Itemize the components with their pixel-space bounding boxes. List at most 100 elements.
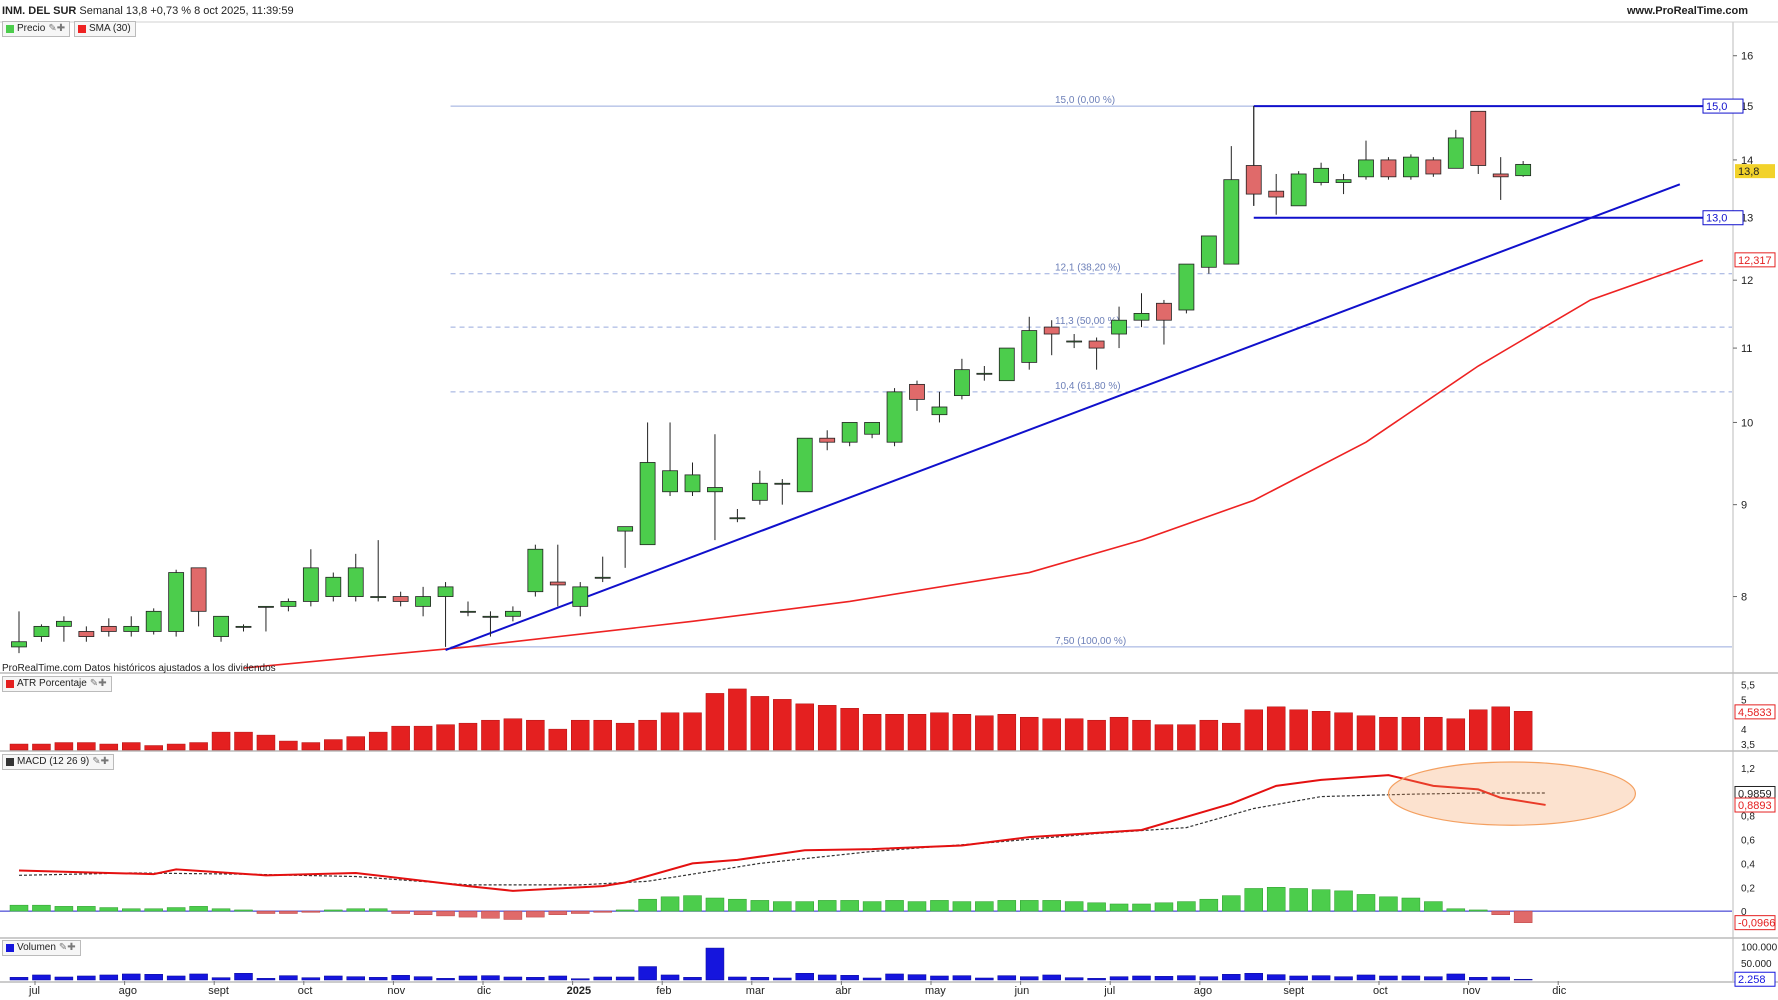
atr-bar (1132, 719, 1151, 751)
candle (954, 358, 970, 400)
volume-last-label: 2.258 (1738, 974, 1766, 986)
price-tick-label: 8 (1741, 592, 1747, 604)
volume-bar (1132, 975, 1151, 981)
legend-sma[interactable]: SMA (30) (74, 21, 136, 37)
volume-bar (548, 975, 568, 981)
candle (751, 470, 768, 505)
candle-body (796, 437, 813, 493)
atr-bar (1334, 712, 1353, 751)
legend-price[interactable]: Precio ✎✚ (2, 21, 71, 37)
price-tick-label: 9 (1741, 500, 1747, 512)
volume-bar (615, 976, 635, 981)
candle (1403, 154, 1419, 180)
atr-tick-label: 5 (1741, 695, 1747, 706)
candle-body (1178, 263, 1195, 311)
candle-body (33, 625, 50, 637)
atr-bar (324, 739, 343, 751)
volume-bar (750, 977, 770, 981)
macd-histogram-bar (1334, 890, 1353, 912)
price-tick-label: 10 (1741, 417, 1753, 429)
macd-hist-label-box (1734, 915, 1776, 931)
candle-body (280, 601, 297, 607)
price-tick-label: 13 (1741, 213, 1753, 225)
settings-icon[interactable]: ✎✚ (48, 23, 66, 34)
macd-histogram-bar (1469, 909, 1488, 912)
macd-signal-line (18, 792, 1546, 886)
price-tick-label: 16 (1741, 51, 1753, 63)
sma-last-label-box (1734, 252, 1776, 268)
macd-histogram-bar (324, 909, 343, 912)
atr-bar (975, 715, 994, 751)
volume-bar (77, 975, 96, 981)
candle-body (482, 615, 499, 618)
site-link[interactable]: www.ProRealTime.com (1626, 5, 1748, 17)
candle-body (864, 422, 880, 435)
candle (1380, 157, 1397, 180)
volume-bar (346, 976, 365, 981)
macd-histogram-bar (436, 910, 455, 917)
macd-histogram-bar (885, 900, 904, 912)
volume-bar (1064, 977, 1084, 981)
fib-level-label: 15,0 (0,00 %) (1055, 95, 1115, 106)
hline-15-label: 15,0 (1706, 101, 1727, 113)
macd-histogram-bar (1446, 908, 1466, 912)
legend-atr[interactable]: ATR Porcentaje ✎✚ (2, 676, 112, 692)
macd-histogram-bar (1289, 888, 1308, 912)
fib-level-label: 12,1 (38,20 %) (1055, 263, 1121, 274)
candle (504, 606, 521, 622)
volume-bar (1266, 974, 1286, 981)
volume-bar (1177, 975, 1196, 981)
volume-bar (234, 973, 253, 981)
atr-bar (885, 714, 904, 751)
volume-tick-label: 100.000 (1741, 942, 1778, 953)
volume-bar (728, 976, 747, 981)
candle (280, 598, 297, 612)
macd-histogram-bar (750, 900, 770, 912)
candle (796, 437, 813, 493)
atr-bar (256, 734, 276, 751)
macd-histogram-bar (615, 909, 635, 912)
settings-icon[interactable]: ✎✚ (58, 942, 76, 953)
macd-histogram-bar (593, 910, 612, 913)
macd-histogram-bar (952, 901, 972, 912)
x-axis-label: nov (1463, 985, 1481, 997)
macd-histogram-bar (1154, 902, 1174, 912)
atr-bar (952, 714, 972, 751)
candle-body (78, 631, 95, 637)
candle (1021, 316, 1038, 370)
volume-swatch (6, 944, 14, 952)
volume-bar (436, 978, 455, 981)
volume-bar (413, 976, 433, 981)
legend-macd[interactable]: MACD (12 26 9) ✎✚ (2, 754, 115, 770)
macd-histogram-bar (99, 907, 119, 912)
atr-bar (1513, 711, 1533, 751)
atr-bar (1087, 719, 1106, 751)
atr-bar (750, 696, 770, 751)
volume-bar (1087, 978, 1106, 981)
macd-histogram-bar (166, 907, 186, 912)
macd-signal-label: 0,9859 (1738, 788, 1772, 800)
volume-bar (1446, 973, 1466, 981)
candle (1156, 299, 1172, 345)
atr-bar (1042, 718, 1061, 751)
candle (1447, 129, 1464, 169)
settings-icon[interactable]: ✎✚ (89, 678, 107, 689)
candle (370, 540, 387, 602)
macd-histogram-bar (1087, 902, 1106, 912)
atr-bar (526, 719, 545, 751)
candle (1245, 106, 1262, 206)
x-axis-label: may (925, 985, 946, 997)
candle-body (707, 487, 723, 493)
macd-histogram-bar (930, 900, 949, 912)
settings-icon[interactable]: ✎✚ (92, 756, 110, 767)
instrument-details: Semanal 13,8 +0,73 % 8 oct 2025, 11:39:5… (79, 5, 294, 17)
volume-bar (1222, 974, 1241, 981)
macd-histogram-bar (279, 910, 298, 914)
fib-level-label: 11,3 (50,00 %) (1055, 316, 1120, 327)
price-tick-label: 14 (1741, 155, 1753, 167)
atr-bar (144, 745, 163, 751)
atr-bar (279, 740, 298, 751)
macd-histogram-bar (840, 900, 859, 912)
legend-volume[interactable]: Volumen ✎✚ (2, 940, 81, 956)
volume-bar (1491, 976, 1510, 981)
